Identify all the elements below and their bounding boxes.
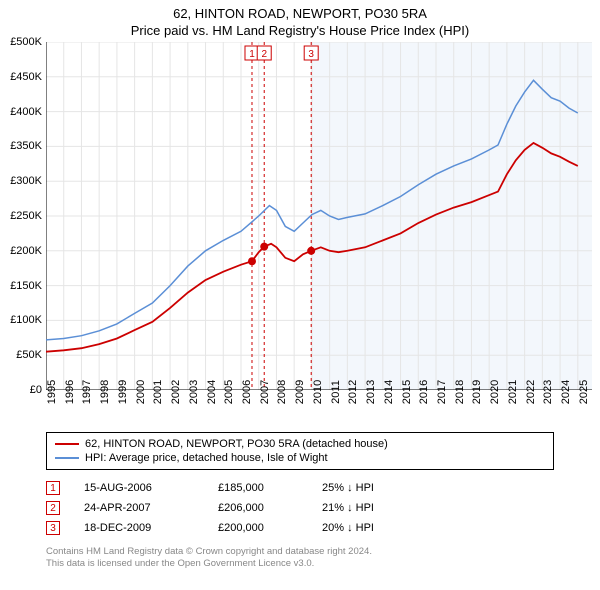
footer-line: Contains HM Land Registry data © Crown c… [46,546,554,558]
legend-swatch [55,457,79,459]
x-tick-label: 2024 [560,380,572,404]
svg-text:2: 2 [261,49,267,60]
x-tick-label: 2001 [152,380,164,404]
x-tick-label: 2003 [188,380,200,404]
x-tick-label: 2018 [454,380,466,404]
sale-marker-box: 1 [46,481,60,495]
x-tick-label: 2014 [383,380,395,404]
x-tick-label: 2019 [471,380,483,404]
x-tick-label: 1998 [99,380,111,404]
legend-item: 62, HINTON ROAD, NEWPORT, PO30 5RA (deta… [55,437,545,451]
x-tick-label: 1996 [64,380,76,404]
legend: 62, HINTON ROAD, NEWPORT, PO30 5RA (deta… [46,432,554,470]
y-tick-label: £150K [10,280,42,292]
footer-line: This data is licensed under the Open Gov… [46,558,554,570]
x-tick-label: 2000 [135,380,147,404]
x-tick-label: 2020 [489,380,501,404]
x-tick-label: 1999 [117,380,129,404]
y-tick-label: £450K [10,71,42,83]
x-tick-label: 2022 [525,380,537,404]
chart-container: 62, HINTON ROAD, NEWPORT, PO30 5RA Price… [0,0,600,590]
chart-title: 62, HINTON ROAD, NEWPORT, PO30 5RA [0,0,600,21]
footer: Contains HM Land Registry data © Crown c… [46,546,554,571]
legend-label: HPI: Average price, detached house, Isle… [85,452,328,464]
y-tick-label: £250K [10,210,42,222]
y-tick-label: £50K [16,349,42,361]
svg-text:3: 3 [308,49,314,60]
sale-price: £185,000 [218,482,298,494]
x-tick-label: 2015 [401,380,413,404]
x-tick-label: 2011 [330,380,342,404]
legend-label: 62, HINTON ROAD, NEWPORT, PO30 5RA (deta… [85,438,388,450]
legend-swatch [55,443,79,445]
sale-date: 15-AUG-2006 [84,482,194,494]
sale-date: 18-DEC-2009 [84,522,194,534]
x-tick-label: 2016 [418,380,430,404]
sale-price: £200,000 [218,522,298,534]
y-tick-label: £0 [30,384,42,396]
sale-delta: 21% ↓ HPI [322,502,374,514]
sale-row: 1 15-AUG-2006 £185,000 25% ↓ HPI [46,478,554,498]
y-tick-label: £500K [10,36,42,48]
x-tick-label: 2012 [347,380,359,404]
x-tick-label: 2005 [223,380,235,404]
sale-row: 2 24-APR-2007 £206,000 21% ↓ HPI [46,498,554,518]
x-tick-label: 2007 [259,380,271,404]
y-tick-label: £100K [10,314,42,326]
y-tick-label: £350K [10,140,42,152]
y-tick-label: £400K [10,106,42,118]
sale-price: £206,000 [218,502,298,514]
x-tick-label: 1995 [46,380,58,404]
sale-delta: 20% ↓ HPI [322,522,374,534]
y-tick-label: £300K [10,175,42,187]
x-tick-label: 2004 [206,380,218,404]
sale-marker-box: 2 [46,501,60,515]
sale-delta: 25% ↓ HPI [322,482,374,494]
svg-text:1: 1 [249,49,255,60]
x-tick-label: 2021 [507,380,519,404]
legend-item: HPI: Average price, detached house, Isle… [55,451,545,465]
x-tick-label: 1997 [81,380,93,404]
x-tick-label: 2002 [170,380,182,404]
x-tick-label: 2006 [241,380,253,404]
sale-marker-box: 3 [46,521,60,535]
x-tick-label: 2013 [365,380,377,404]
x-tick-label: 2010 [312,380,324,404]
x-tick-label: 2017 [436,380,448,404]
chart-svg: 12 3 [46,42,592,390]
x-axis-labels: 1995199619971998199920002001200220032004… [46,390,592,426]
x-tick-label: 2009 [294,380,306,404]
x-tick-label: 2023 [542,380,554,404]
y-tick-label: £200K [10,245,42,257]
x-tick-label: 2008 [276,380,288,404]
sales-table: 1 15-AUG-2006 £185,000 25% ↓ HPI 2 24-APR-200… [46,478,554,538]
sale-row: 3 18-DEC-2009 £200,000 20% ↓ HPI [46,518,554,538]
chart-plot-area: £0£50K£100K£150K£200K£250K£300K£350K£400… [46,42,592,390]
chart-subtitle: Price paid vs. HM Land Registry's House … [0,21,600,42]
sale-date: 24-APR-2007 [84,502,194,514]
x-tick-label: 2025 [578,380,590,404]
